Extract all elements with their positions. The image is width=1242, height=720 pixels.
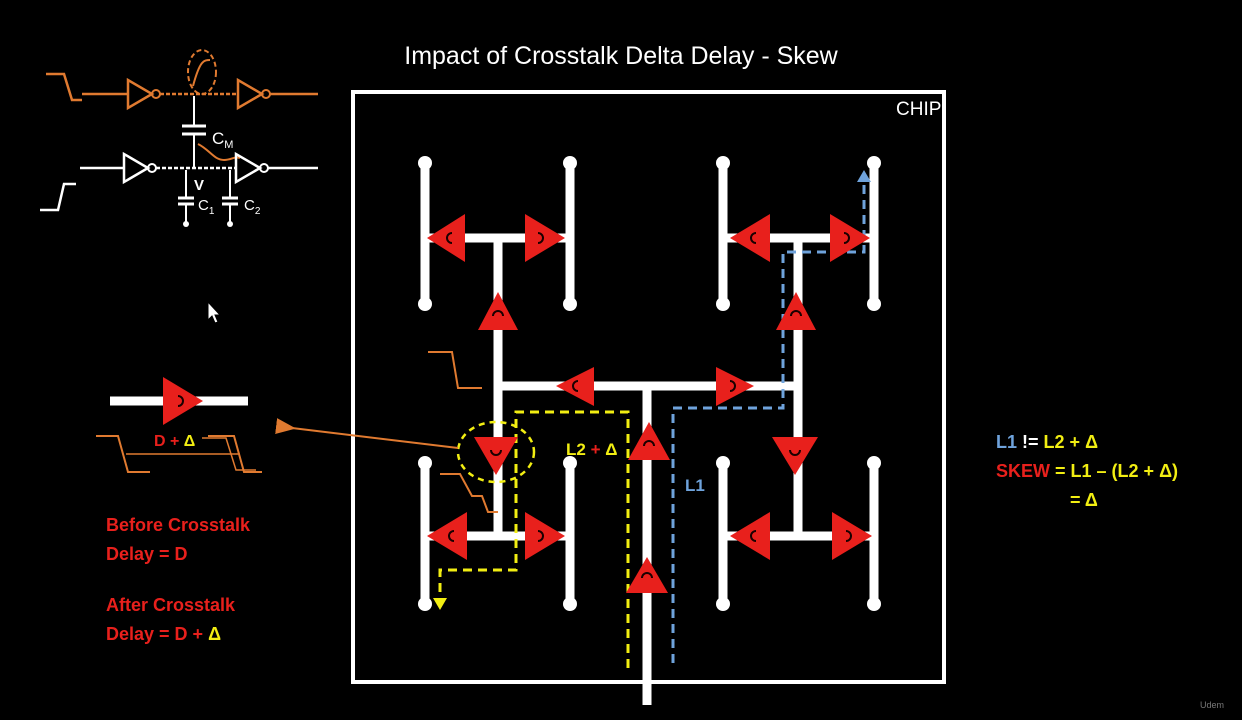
buffer-icon — [525, 512, 565, 560]
aggressor-receiver-icon — [236, 77, 265, 111]
c2-label: C2 — [244, 197, 261, 217]
sink-dots — [418, 156, 881, 611]
victim-receiver-icon — [234, 151, 263, 185]
after-line2: Delay = D + Δ — [106, 624, 221, 644]
chip-label: CHIP — [896, 99, 942, 120]
delayed-waveform — [440, 473, 498, 513]
sink-dot — [867, 456, 881, 470]
after-line1: After Crosstalk — [106, 595, 236, 615]
victim-driver-icon — [122, 151, 151, 185]
sink-dot — [563, 456, 577, 470]
inset-delay-label: D + Δ — [154, 433, 195, 450]
after-crosstalk-note: After Crosstalk Delay = D + Δ — [106, 591, 235, 649]
victim-buffer-highlight — [456, 420, 536, 484]
path-l2-label: L2 + Δ — [566, 440, 617, 459]
sink-dot — [563, 156, 577, 170]
sink-dot — [563, 597, 577, 611]
buffer-icon — [626, 557, 668, 593]
path-l2-arrowhead — [433, 598, 447, 610]
path-l1-arrowhead — [857, 170, 871, 182]
buffer-delay-inset: D + Δ — [96, 377, 262, 473]
sink-dot — [716, 156, 730, 170]
sink-dot — [867, 597, 881, 611]
slide-title: Impact of Crosstalk Delta Delay - Skew — [404, 42, 838, 70]
victim-input-waveform — [40, 182, 76, 212]
callout-arrow — [275, 418, 459, 449]
sink-dot — [563, 297, 577, 311]
sink-dot — [867, 297, 881, 311]
mouse-cursor-icon — [207, 300, 222, 324]
aggressor-driver-icon — [126, 77, 155, 111]
sink-dot — [716, 456, 730, 470]
buffer-icon — [556, 367, 594, 406]
buffer-icon — [427, 512, 467, 560]
sink-dot — [716, 297, 730, 311]
c1-label: C1 — [198, 197, 215, 217]
aggressor-input-waveform — [46, 72, 82, 102]
sink-dot — [418, 456, 432, 470]
sink-dot — [867, 156, 881, 170]
buffer-icon — [525, 214, 565, 262]
input-waveform — [428, 351, 482, 389]
watermark: Udem — [1200, 700, 1225, 710]
sink-dot — [716, 597, 730, 611]
equation-l1-not-equal: L1 != L2 + Δ — [996, 432, 1098, 452]
sink-dot — [418, 156, 432, 170]
v-label: V — [194, 177, 204, 194]
path-l2 — [438, 410, 630, 668]
equation-skew: SKEW = L1 – (L2 + Δ) — [996, 461, 1178, 481]
sink-dot — [418, 297, 432, 311]
equation-skew-result: = Δ — [1070, 490, 1098, 510]
before-line1: Before Crosstalk — [106, 515, 251, 535]
cm-label: CM — [212, 129, 233, 151]
aggressor-transition-highlight — [187, 49, 217, 95]
path-l1-label: L1 — [685, 476, 705, 495]
buffer-marks — [446, 232, 852, 579]
before-line2: Delay = D — [106, 544, 188, 564]
sink-dot — [418, 597, 432, 611]
inset-input-waveform — [96, 435, 150, 473]
crosstalk-circuit: CM V C1 C2 — [40, 49, 318, 227]
before-crosstalk-note: Before Crosstalk Delay = D — [106, 511, 250, 569]
